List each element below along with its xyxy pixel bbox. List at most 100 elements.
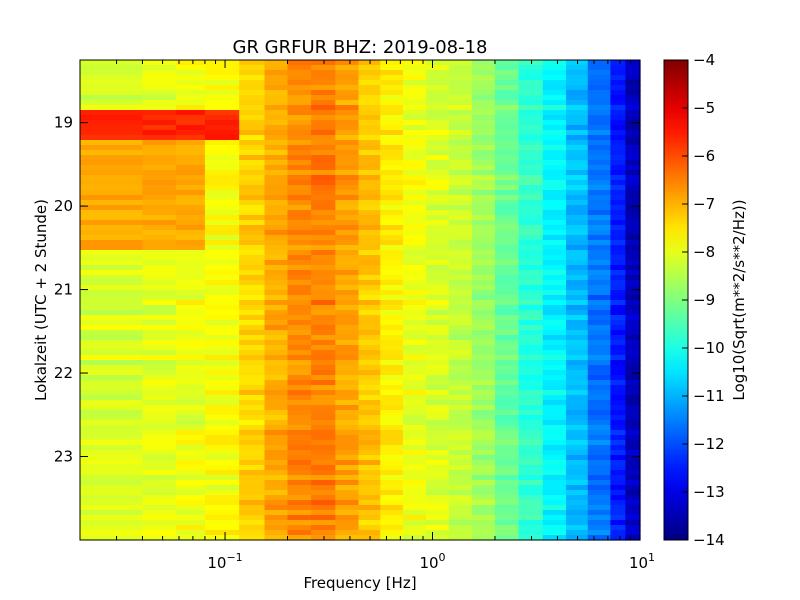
heatmap-cell xyxy=(402,105,427,111)
heatmap-cell xyxy=(518,240,544,246)
heatmap-cell xyxy=(625,60,641,66)
heatmap-cell xyxy=(311,445,336,451)
heatmap-cell xyxy=(472,465,496,471)
heatmap-cell xyxy=(358,270,381,276)
heatmap-cell xyxy=(335,315,360,321)
heatmap-cell xyxy=(80,390,144,396)
heatmap-cell xyxy=(335,340,360,346)
heatmap-cell xyxy=(494,110,520,116)
heatmap-cell xyxy=(542,375,567,381)
heatmap-cell xyxy=(518,230,544,236)
heatmap-cell xyxy=(335,160,360,166)
heatmap-cell xyxy=(566,320,589,326)
heatmap-cell xyxy=(494,285,520,291)
heatmap-cell xyxy=(542,515,567,521)
heatmap-cell xyxy=(625,225,641,231)
heatmap-cell xyxy=(264,495,289,501)
heatmap-cell xyxy=(239,130,266,136)
heatmap-cell xyxy=(610,155,626,161)
heatmap-cell xyxy=(566,310,589,316)
heatmap-cell xyxy=(358,105,381,111)
heatmap-cell xyxy=(175,280,206,286)
heatmap-cell xyxy=(587,380,611,386)
heatmap-cell xyxy=(402,250,427,256)
heatmap-cell xyxy=(80,535,144,541)
heatmap-cell xyxy=(542,520,567,526)
heatmap-cell xyxy=(610,360,626,366)
heatmap-cell xyxy=(542,85,567,91)
heatmap-cell xyxy=(610,215,626,221)
heatmap-cell xyxy=(80,380,144,386)
heatmap-cell xyxy=(142,125,177,131)
heatmap-cell xyxy=(625,245,641,251)
heatmap-cell xyxy=(494,65,520,71)
heatmap-cell xyxy=(448,470,473,476)
heatmap-cell xyxy=(402,510,427,516)
spectrogram-heatmap xyxy=(80,60,641,541)
heatmap-cell xyxy=(142,415,177,421)
heatmap-cell xyxy=(542,240,567,246)
heatmap-cell xyxy=(175,395,206,401)
heatmap-cell xyxy=(287,405,312,411)
heatmap-cell xyxy=(625,155,641,161)
heatmap-cell xyxy=(264,165,289,171)
heatmap-cell xyxy=(587,295,611,301)
heatmap-cell xyxy=(264,395,289,401)
heatmap-cell xyxy=(204,415,240,421)
heatmap-cell xyxy=(425,230,450,236)
heatmap-cell xyxy=(264,350,289,356)
heatmap-cell xyxy=(425,395,450,401)
heatmap-cell xyxy=(472,290,496,296)
heatmap-cell xyxy=(494,495,520,501)
heatmap-cell xyxy=(542,140,567,146)
heatmap-cell xyxy=(472,515,496,521)
heatmap-cell xyxy=(204,345,240,351)
heatmap-cell xyxy=(335,260,360,266)
heatmap-cell xyxy=(175,130,206,136)
heatmap-cell xyxy=(587,490,611,496)
x-tick-label: 10−1 xyxy=(207,551,242,572)
heatmap-cell xyxy=(264,200,289,206)
heatmap-cell xyxy=(311,130,336,136)
heatmap-cell xyxy=(335,515,360,521)
heatmap-cell xyxy=(287,360,312,366)
heatmap-cell xyxy=(80,460,144,466)
heatmap-cell xyxy=(402,175,427,181)
heatmap-cell xyxy=(425,250,450,256)
heatmap-cell xyxy=(287,260,312,266)
heatmap-cell xyxy=(566,450,589,456)
heatmap-cell xyxy=(204,460,240,466)
heatmap-cell xyxy=(335,195,360,201)
heatmap-cell xyxy=(311,475,336,481)
heatmap-cell xyxy=(402,190,427,196)
heatmap-cell xyxy=(80,305,144,311)
heatmap-cell xyxy=(204,260,240,266)
heatmap-cell xyxy=(566,385,589,391)
heatmap-cell xyxy=(518,140,544,146)
heatmap-cell xyxy=(472,155,496,161)
heatmap-cell xyxy=(358,70,381,76)
heatmap-cell xyxy=(587,260,611,266)
heatmap-cell xyxy=(175,70,206,76)
heatmap-cell xyxy=(239,345,266,351)
heatmap-cell xyxy=(518,275,544,281)
heatmap-cell xyxy=(494,480,520,486)
heatmap-cell xyxy=(542,195,567,201)
heatmap-cell xyxy=(204,145,240,151)
heatmap-cell xyxy=(610,75,626,81)
heatmap-cell xyxy=(80,320,144,326)
heatmap-cell xyxy=(287,150,312,156)
heatmap-cell xyxy=(402,150,427,156)
heatmap-cell xyxy=(264,470,289,476)
heatmap-cell xyxy=(175,520,206,526)
heatmap-cell xyxy=(204,305,240,311)
heatmap-cell xyxy=(142,450,177,456)
heatmap-cell xyxy=(358,210,381,216)
heatmap-cell xyxy=(264,355,289,361)
heatmap-cell xyxy=(566,315,589,321)
heatmap-cell xyxy=(566,140,589,146)
heatmap-cell xyxy=(425,95,450,101)
heatmap-cell xyxy=(239,370,266,376)
heatmap-cell xyxy=(287,105,312,111)
heatmap-cell xyxy=(542,200,567,206)
